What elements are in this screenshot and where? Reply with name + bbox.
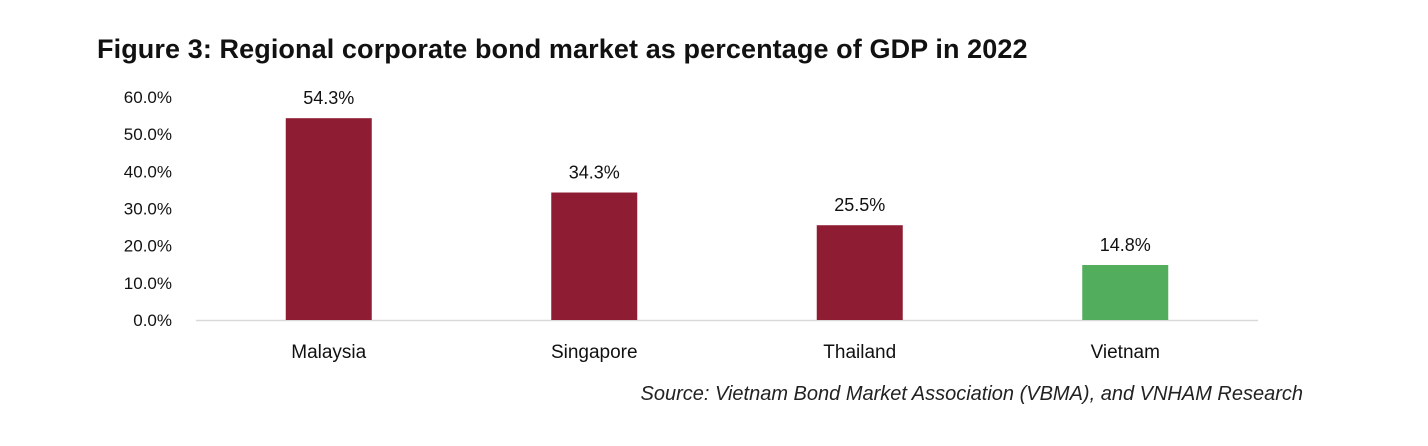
- category-label: Singapore: [551, 342, 638, 363]
- source-note: Source: Vietnam Bond Market Association …: [640, 383, 1304, 405]
- bar: [285, 118, 372, 320]
- y-tick-label: 50.0%: [124, 125, 172, 144]
- y-tick-label: 10.0%: [124, 274, 172, 293]
- bar: [1082, 264, 1169, 320]
- y-tick-label: 30.0%: [124, 200, 172, 219]
- bar: [551, 192, 638, 320]
- data-label: 25.5%: [834, 195, 885, 215]
- y-tick-label: 20.0%: [124, 237, 172, 256]
- y-tick-label: 60.0%: [124, 88, 172, 107]
- category-label: Vietnam: [1091, 342, 1160, 363]
- bar: [816, 225, 903, 320]
- y-tick-label: 40.0%: [124, 162, 172, 181]
- chart-title: Figure 3: Regional corporate bond market…: [97, 34, 1028, 64]
- category-label: Thailand: [823, 342, 896, 363]
- data-label: 34.3%: [569, 163, 620, 183]
- data-label: 54.3%: [303, 88, 354, 108]
- y-tick-label: 0.0%: [133, 311, 172, 330]
- data-label: 14.8%: [1100, 235, 1151, 255]
- category-label: Malaysia: [291, 342, 366, 363]
